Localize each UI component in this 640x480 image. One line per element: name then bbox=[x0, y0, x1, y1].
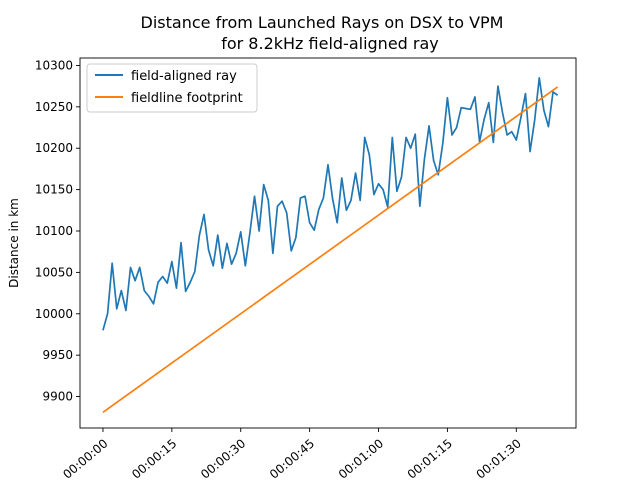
series-line-field-aligned-ray bbox=[102, 77, 559, 331]
plot-frame bbox=[79, 57, 577, 429]
series-line-fieldline-footprint bbox=[102, 86, 559, 413]
x-tick-label: 00:01:15 bbox=[405, 436, 455, 480]
y-tick-label: 10150 bbox=[35, 183, 73, 197]
y-axis-label: Distance in km bbox=[7, 198, 21, 288]
y-tick-label: 9900 bbox=[42, 390, 73, 404]
y-tick-label: 9950 bbox=[42, 348, 73, 362]
plot-area bbox=[79, 57, 577, 429]
x-tick-label: 00:00:15 bbox=[129, 436, 179, 480]
chart-title-line-1: Distance from Launched Rays on DSX to VP… bbox=[141, 13, 504, 32]
legend-label-field-aligned-ray: field-aligned ray bbox=[131, 69, 237, 84]
legend-box bbox=[86, 63, 258, 113]
y-tick-label: 10250 bbox=[35, 100, 73, 114]
y-tick-label: 10300 bbox=[35, 58, 73, 72]
x-axis: 00:00:00 00:00:15 00:00:30 00:00:45 00:01:00… bbox=[60, 428, 524, 480]
y-tick-label: 10000 bbox=[35, 307, 73, 321]
y-axis: 9900 9950 10000 10050 10100 10150 10200 10250 10… bbox=[35, 58, 80, 404]
x-tick-label: 00:00:00 bbox=[60, 436, 110, 480]
y-tick-label: 10100 bbox=[35, 224, 73, 238]
x-tick-label: 00:01:00 bbox=[336, 436, 386, 480]
x-tick-label: 00:00:30 bbox=[198, 436, 248, 480]
chart-title-line-2: for 8.2kHz field-aligned ray bbox=[221, 34, 439, 53]
legend: field-aligned ray fieldline footprint bbox=[86, 63, 258, 113]
x-tick-label: 00:00:45 bbox=[267, 436, 317, 480]
legend-label-fieldline-footprint: fieldline footprint bbox=[131, 91, 243, 106]
y-tick-label: 10050 bbox=[35, 265, 73, 279]
x-tick-label: 00:01:30 bbox=[474, 436, 524, 480]
y-tick-label: 10200 bbox=[35, 141, 73, 155]
series-group bbox=[102, 77, 559, 413]
